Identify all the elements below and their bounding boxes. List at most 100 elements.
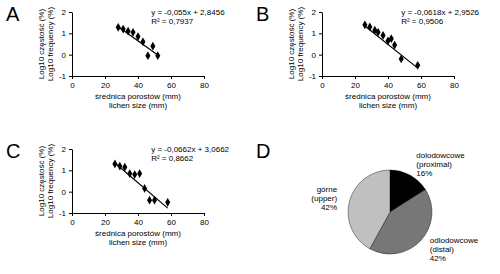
panel-label: A xyxy=(6,3,20,25)
point xyxy=(137,169,142,178)
y-tick-label: -1 xyxy=(309,72,317,81)
x-tick-label: 20 xyxy=(351,81,360,90)
y-tick-mark xyxy=(319,12,322,13)
x-tick-label: 80 xyxy=(200,81,209,90)
y-tick-label: 0 xyxy=(312,51,317,60)
y-tick-mark xyxy=(319,76,322,77)
x-tick: 80 xyxy=(200,76,209,90)
trendline-r2: R² = 0,8662 xyxy=(151,154,194,163)
x-tick-label: 0 xyxy=(70,218,75,227)
slice-category-line: górne xyxy=(317,185,338,194)
trendline-equation: y = -0,055x + 2,8456 xyxy=(151,8,225,17)
y-tick: 0 xyxy=(62,51,72,60)
x-tick-mark xyxy=(138,76,139,79)
x-tick: 20 xyxy=(351,76,360,90)
x-tick-mark xyxy=(388,76,389,79)
y-axis-title: Log10 frequency (%) xyxy=(46,144,55,219)
x-axis: 020406080 xyxy=(70,213,209,227)
x-tick-mark xyxy=(204,76,205,79)
x-tick-mark xyxy=(171,76,172,79)
point xyxy=(392,41,397,50)
point xyxy=(367,23,372,32)
x-axis-title: średnica porostów (mm) xyxy=(95,229,181,238)
point xyxy=(112,160,117,169)
x-tick-label: 20 xyxy=(101,81,110,90)
y-tick: 1 xyxy=(312,29,322,38)
x-tick: 80 xyxy=(450,76,459,90)
x-tick: 60 xyxy=(417,76,426,90)
plot-area xyxy=(362,20,420,69)
point xyxy=(142,184,147,193)
point xyxy=(127,169,132,178)
x-tick-label: 0 xyxy=(320,81,325,90)
slice-category-line: (distal) xyxy=(430,245,454,254)
x-tick: 0 xyxy=(320,76,325,90)
y-tick: 1 xyxy=(62,166,72,175)
y-tick-mark xyxy=(69,192,72,193)
point xyxy=(381,31,386,40)
y-tick-mark xyxy=(319,33,322,34)
y-axis-title: Log10 częstość (%) xyxy=(287,9,296,80)
y-tick: -1 xyxy=(59,72,72,81)
slice-value-label: 42% xyxy=(321,203,337,212)
x-axis-title: średnica porostów (mm) xyxy=(345,92,431,101)
trendline-r2: R² = 0,9506 xyxy=(401,17,444,26)
y-tick-label: 1 xyxy=(312,29,317,38)
x-tick-mark xyxy=(454,76,455,79)
scatter-panel: C020406080-1012średnica porostów (mm)lic… xyxy=(6,140,230,247)
x-axis-title: lichen size (mm) xyxy=(109,238,168,247)
trendline xyxy=(115,163,168,208)
x-tick: 40 xyxy=(384,76,393,90)
y-axis: -1 0 1 2 xyxy=(309,8,323,81)
y-tick-mark xyxy=(69,170,72,171)
y-tick-label: 2 xyxy=(312,8,317,17)
y-axis: -1 0 1 2 xyxy=(59,8,73,81)
y-tick-label: 1 xyxy=(62,166,67,175)
x-tick: 40 xyxy=(134,213,143,227)
y-tick-label: 0 xyxy=(62,188,67,197)
x-tick-label: 20 xyxy=(101,218,110,227)
panel-label: D xyxy=(256,140,270,162)
x-tick: 60 xyxy=(167,76,176,90)
x-tick-mark xyxy=(204,213,205,216)
y-tick: 2 xyxy=(62,145,72,154)
x-tick-label: 60 xyxy=(167,81,176,90)
slice-category-label: odlodowcowe(distal) xyxy=(430,236,479,254)
point xyxy=(135,32,140,41)
y-axis-line xyxy=(72,150,73,214)
x-axis-title: lichen size (mm) xyxy=(359,101,418,110)
slice-category-label: górne(upper) xyxy=(311,185,337,203)
slice-category-line: odlodowcowe xyxy=(430,236,479,245)
x-tick: 0 xyxy=(70,213,75,227)
x-axis-title: lichen size (mm) xyxy=(109,101,168,110)
scatter-panel: A020406080-1012średnica porostów (mm)lic… xyxy=(6,3,225,110)
y-tick-label: 2 xyxy=(62,8,67,17)
y-tick-mark xyxy=(69,149,72,150)
slice-value-label: 42% xyxy=(430,254,446,263)
y-tick: 1 xyxy=(62,29,72,38)
x-tick-mark xyxy=(421,76,422,79)
x-tick: 80 xyxy=(200,213,209,227)
x-tick-label: 40 xyxy=(384,81,393,90)
y-axis-title: Log10 częstość (%) xyxy=(37,146,46,217)
y-axis-title: Log10 frequency (%) xyxy=(46,7,55,82)
x-tick-label: 0 xyxy=(70,81,75,90)
slice-category-line: (proximal) xyxy=(416,160,452,169)
y-tick-label: 0 xyxy=(62,51,67,60)
point xyxy=(145,51,150,60)
x-tick: 0 xyxy=(70,76,75,90)
y-tick: -1 xyxy=(309,72,322,81)
slice-category-label: dolodowcowe(proximal) xyxy=(416,151,465,169)
y-tick: -1 xyxy=(59,209,72,218)
point xyxy=(147,196,152,205)
y-tick: 0 xyxy=(312,51,322,60)
x-axis: 0 20 40 60 80 xyxy=(70,76,209,90)
point xyxy=(122,163,127,172)
panel-label: B xyxy=(256,3,269,25)
x-tick: 40 xyxy=(134,76,143,90)
x-axis: 0 20 40 60 80 xyxy=(320,76,459,90)
point xyxy=(140,38,145,47)
pie-slice xyxy=(348,170,390,249)
x-tick-label: 60 xyxy=(417,81,426,90)
figure: A020406080-1012średnica porostów (mm)lic… xyxy=(0,0,500,274)
